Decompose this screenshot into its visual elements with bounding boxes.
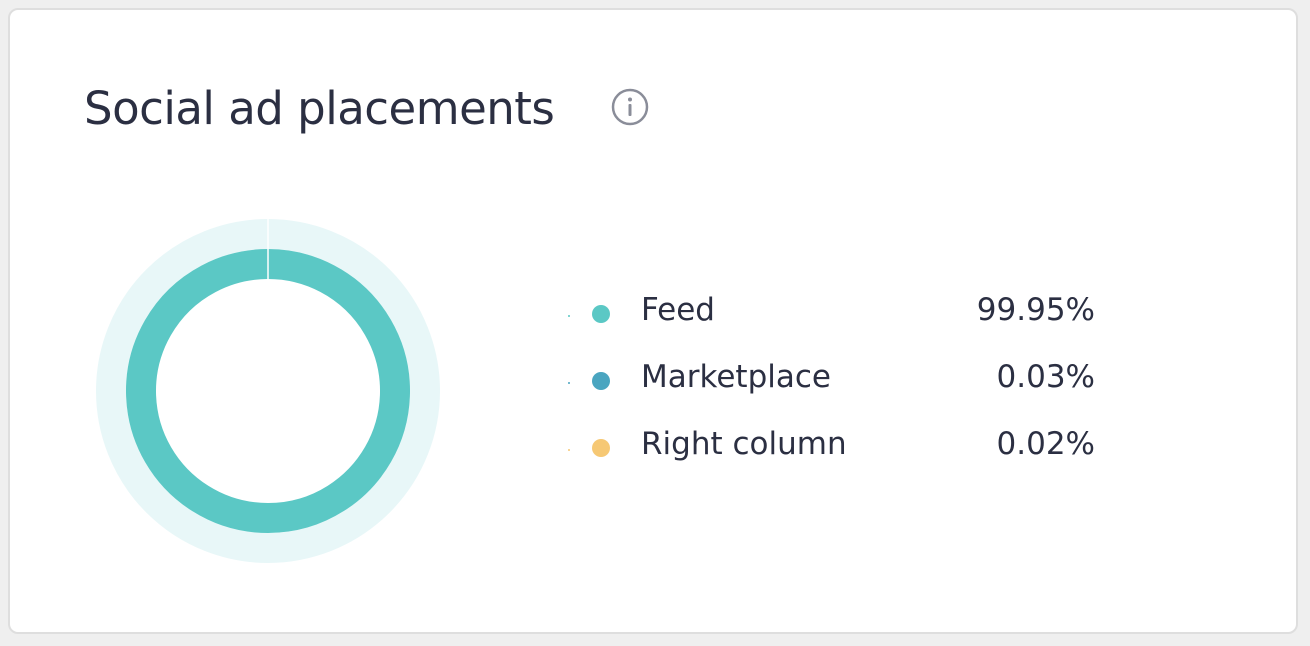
donut-chart bbox=[96, 219, 440, 563]
legend-label: Right column bbox=[641, 426, 847, 462]
legend-label: Marketplace bbox=[641, 359, 831, 395]
donut-halo bbox=[96, 219, 440, 563]
legend-tick bbox=[568, 449, 570, 451]
donut-slice-feed[interactable] bbox=[126, 249, 410, 533]
legend-value: 99.95% bbox=[976, 292, 1095, 328]
legend-item[interactable]: Marketplace 0.03% bbox=[550, 357, 1110, 424]
card-title: Social ad placements bbox=[84, 82, 555, 135]
legend-tick bbox=[568, 382, 570, 384]
chart-legend: Feed 99.95% Marketplace 0.03% Right colu… bbox=[550, 290, 1110, 491]
legend-label: Feed bbox=[641, 292, 715, 328]
legend-item[interactable]: Feed 99.95% bbox=[550, 290, 1110, 357]
legend-tick bbox=[568, 315, 570, 317]
legend-item[interactable]: Right column 0.02% bbox=[550, 424, 1110, 491]
legend-color-dot bbox=[592, 372, 610, 390]
legend-value: 0.03% bbox=[996, 359, 1095, 395]
legend-color-dot bbox=[592, 439, 610, 457]
legend-color-dot bbox=[592, 305, 610, 323]
legend-value: 0.02% bbox=[996, 426, 1095, 462]
info-icon[interactable] bbox=[611, 88, 649, 126]
social-ad-placements-card: Social ad placements Feed 99.95% Marketp… bbox=[8, 8, 1298, 634]
